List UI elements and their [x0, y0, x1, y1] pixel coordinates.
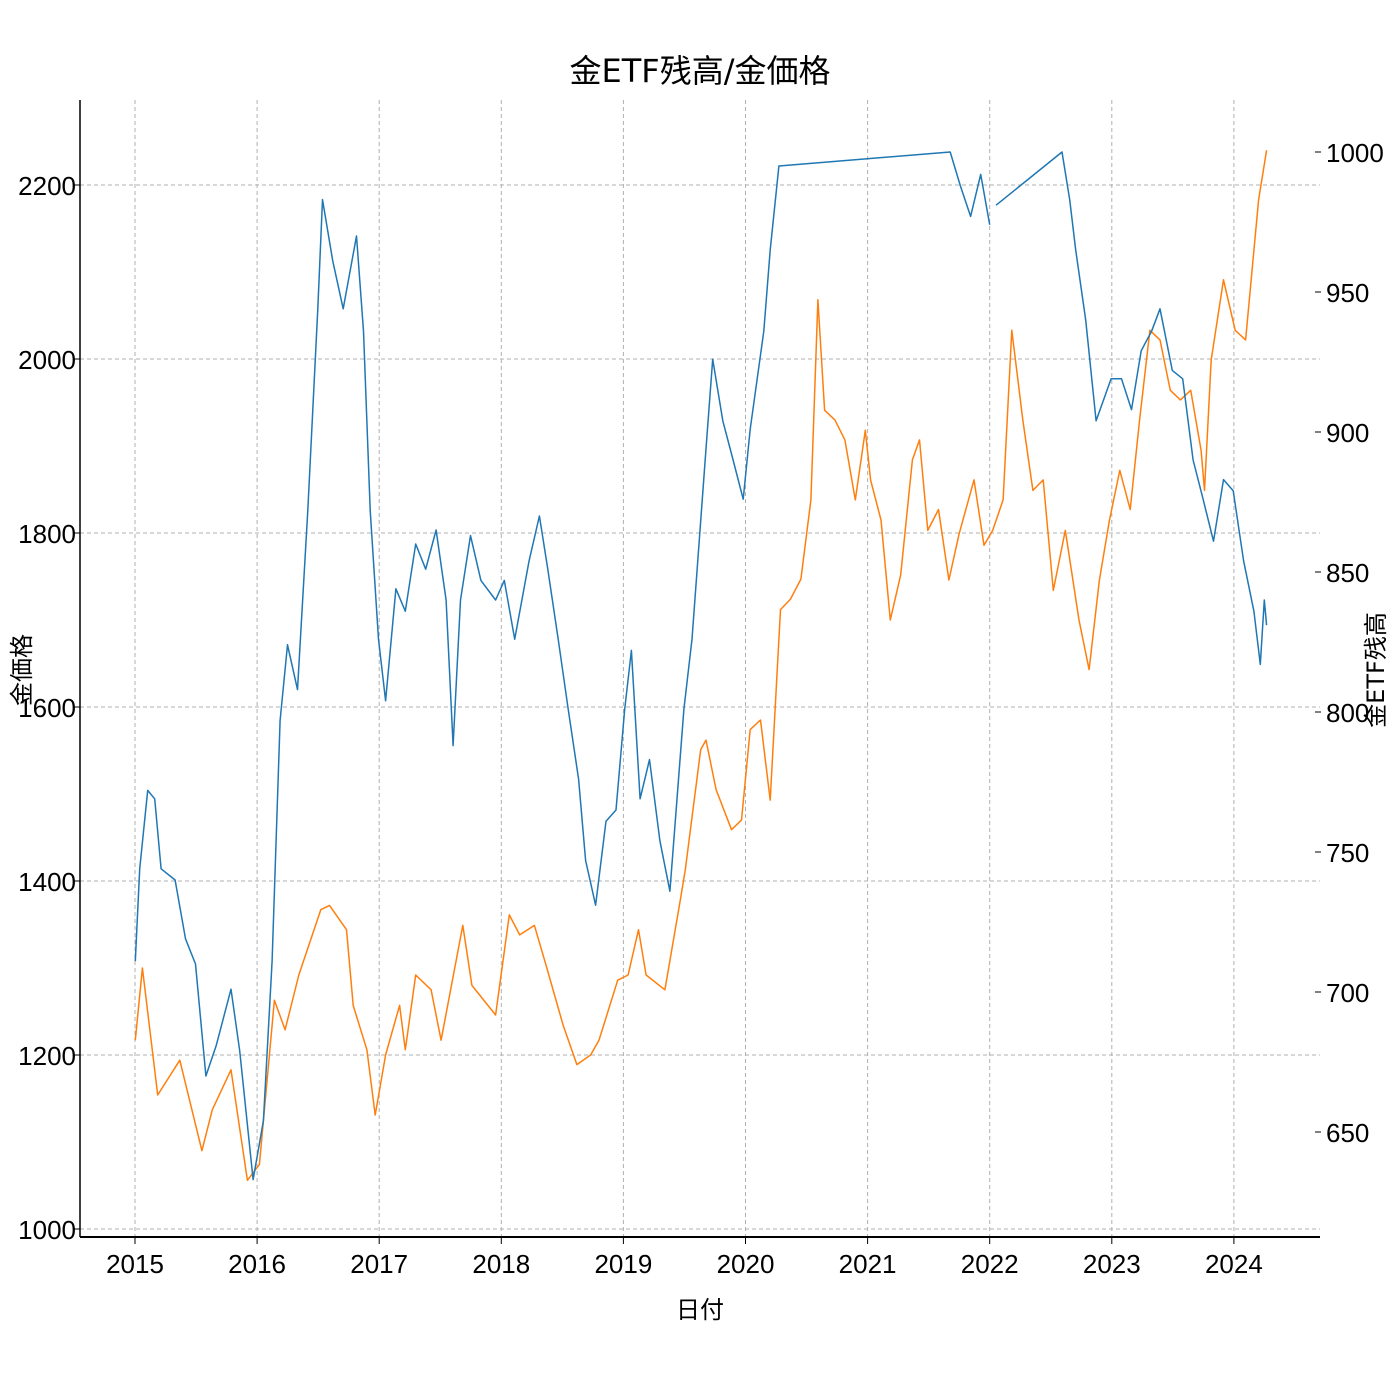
x-tick-label: 2018: [472, 1249, 530, 1279]
x-axis-label: 日付: [676, 1296, 724, 1324]
y-left-tick-label: 2200: [18, 171, 76, 201]
tick-labels: 2015 2016 2017 2018 2019 2020 2021 2022 2023 2024…: [18, 138, 1384, 1279]
y-right-tick-label: 850: [1326, 558, 1369, 588]
gold-etf-holdings-line: [134, 151, 1268, 1181]
y-left-tick-label: 1200: [18, 1041, 76, 1071]
x-tick-label: 2023: [1083, 1249, 1141, 1279]
x-tick-label: 2015: [106, 1249, 164, 1279]
y-left-tick-label: 1600: [18, 693, 76, 723]
left-axis-label: 金価格: [8, 634, 36, 706]
y-left-tick-label: 1400: [18, 867, 76, 897]
right-axis-label: 金ETF残高: [1362, 612, 1390, 728]
x-tick-label: 2024: [1205, 1249, 1263, 1279]
x-tick-label: 2021: [839, 1249, 897, 1279]
y-right-tick-label: 700: [1326, 978, 1369, 1008]
x-tick-label: 2022: [961, 1249, 1019, 1279]
y-left-tick-label: 1800: [18, 519, 76, 549]
y-right-tick-label: 800: [1326, 698, 1369, 728]
y-right-tick-label: 950: [1326, 278, 1369, 308]
y-left-tick-label: 1000: [18, 1215, 76, 1245]
series-lines: [134, 150, 1268, 1182]
y-left-tick-label: 2000: [18, 345, 76, 375]
grid: [80, 100, 1320, 1237]
x-tick-label: 2020: [717, 1249, 775, 1279]
x-tick-label: 2017: [350, 1249, 408, 1279]
chart-title: 金ETF残高/金価格: [570, 52, 831, 90]
x-tick-label: 2016: [228, 1249, 286, 1279]
gold-price-line: [134, 150, 1268, 1182]
y-right-tick-label: 750: [1326, 838, 1369, 868]
x-tick-label: 2019: [594, 1249, 652, 1279]
y-right-tick-label: 900: [1326, 418, 1369, 448]
y-right-tick-label: 1000: [1326, 138, 1384, 168]
y-right-tick-label: 650: [1326, 1118, 1369, 1148]
